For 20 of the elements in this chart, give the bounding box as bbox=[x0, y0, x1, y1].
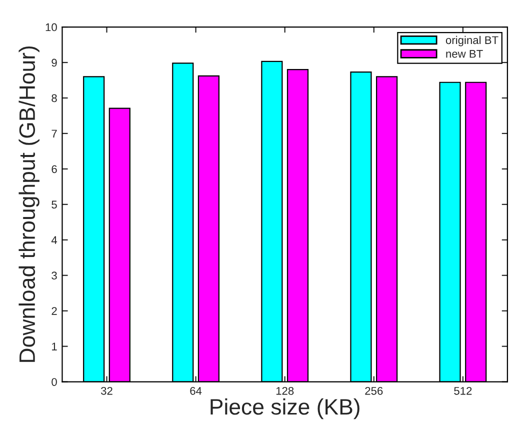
y-tick-label: 5 bbox=[52, 200, 57, 209]
y-tick-label: 9 bbox=[52, 58, 57, 67]
legend-label: new BT bbox=[446, 50, 483, 58]
y-tick-label: 10 bbox=[46, 23, 57, 32]
y-tick-label: 4 bbox=[51, 236, 58, 244]
legend-label: original BT bbox=[446, 36, 498, 46]
y-tick-label: 6 bbox=[52, 165, 57, 174]
x-axis-title: Piece size (KB) bbox=[210, 398, 360, 420]
y-tick-label: 1 bbox=[52, 342, 57, 350]
y-tick-label: 3 bbox=[52, 272, 57, 280]
x-tick-label: 32 bbox=[100, 386, 112, 395]
y-tick-label: 0 bbox=[52, 378, 57, 386]
x-tick-label: 64 bbox=[190, 386, 202, 395]
y-axis-title: Download throughput (GB/Hour) bbox=[18, 46, 40, 362]
x-tick-label: 256 bbox=[365, 386, 383, 395]
x-tick-label: 128 bbox=[276, 386, 294, 395]
y-tick-label: 7 bbox=[52, 130, 57, 138]
x-tick-label: 512 bbox=[454, 386, 472, 395]
y-tick-label: 8 bbox=[52, 94, 57, 102]
y-tick-label: 2 bbox=[52, 307, 57, 315]
